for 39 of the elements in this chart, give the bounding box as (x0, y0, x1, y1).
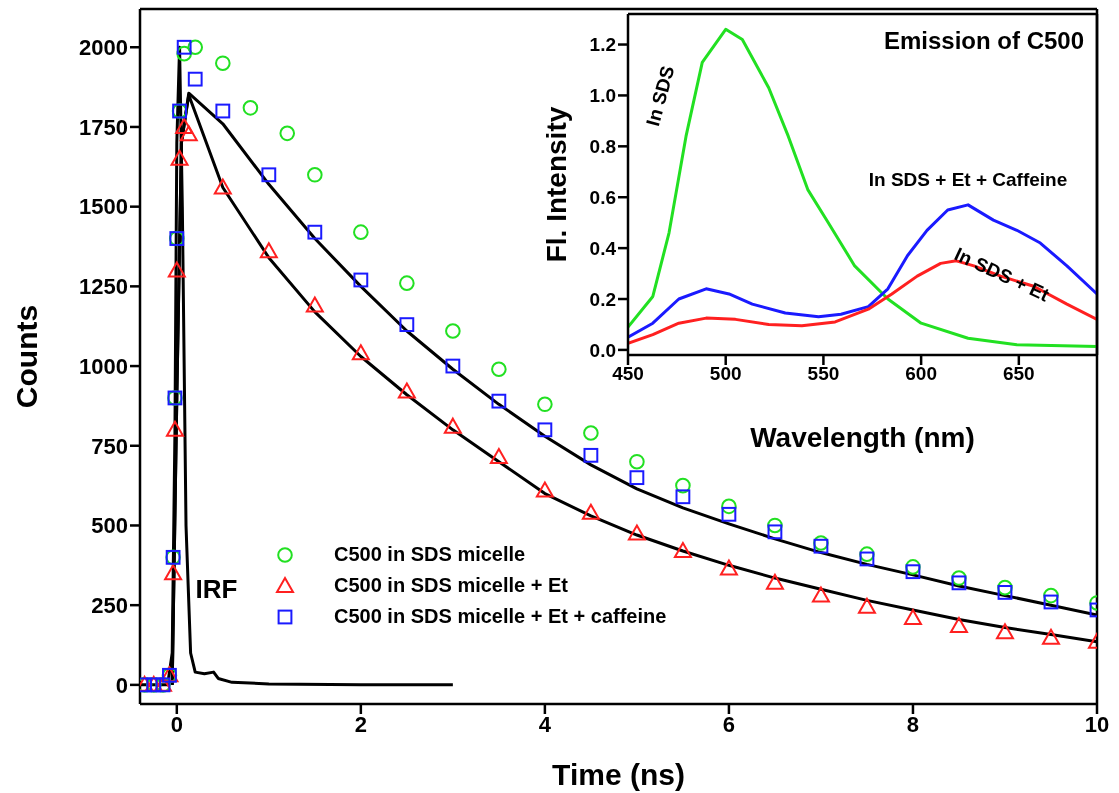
x-axis-title: Wavelength (nm) (750, 422, 975, 453)
text: In SDS (642, 63, 679, 129)
y-tick-label: 0.6 (589, 186, 616, 208)
x-tick-label: 600 (905, 363, 937, 385)
y-tick-label: 0 (115, 672, 128, 698)
x-tick-label: 450 (612, 363, 644, 385)
x-tick-label: 0 (170, 711, 183, 737)
y-tick-label: 2000 (79, 35, 128, 61)
x-tick-label: 6 (722, 711, 736, 737)
legend-label: C500 in SDS micelle (334, 543, 526, 566)
x-tick-label: 550 (807, 363, 840, 385)
text: In SDS + Et (951, 243, 1054, 306)
y-tick-label: 500 (91, 513, 128, 539)
text: Emission of C500 (883, 27, 1084, 55)
y-tick-label: 0.4 (589, 237, 617, 259)
x-tick-label: 4 (538, 711, 552, 737)
annotation: IRF (195, 574, 238, 605)
x-tick-label: 650 (1002, 363, 1035, 385)
y-tick-label: 0.2 (589, 288, 616, 310)
x-tick-label: 2 (354, 711, 367, 737)
y-tick-label: 0.8 (589, 136, 616, 158)
legend-label: C500 in SDS micelle + Et (334, 574, 568, 597)
y-tick-label: 0.0 (589, 339, 616, 361)
x-tick-label: 500 (709, 363, 742, 385)
y-tick-label: 1.0 (589, 85, 616, 107)
legend-label: C500 in SDS micelle + Et + caffeine (334, 605, 667, 628)
x-tick-label: 8 (906, 711, 920, 737)
y-axis-title: Fl. Intensity (540, 106, 572, 263)
y-tick-label: 1000 (79, 353, 128, 379)
y-tick-label: 1250 (79, 274, 128, 300)
y-tick-label: 1500 (79, 194, 128, 220)
y-tick-label: 250 (91, 592, 128, 618)
series-label: In SDS + Et + Caffeine (868, 168, 1068, 190)
y-tick-label: 750 (91, 433, 128, 459)
y-axis-title: Counts (9, 304, 43, 409)
x-tick-label: 10 (1084, 711, 1110, 737)
y-tick-label: 1750 (79, 114, 128, 140)
x-axis-title: Time (ns) (552, 758, 685, 791)
y-tick-label: 1.2 (589, 34, 616, 56)
